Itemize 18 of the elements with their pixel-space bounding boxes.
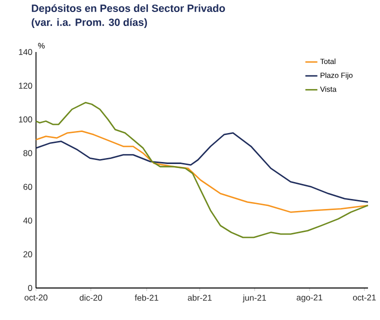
y-tick-label: 80 bbox=[23, 150, 32, 156]
x-tick-label: abr-21 bbox=[188, 294, 212, 301]
x-tick-label: jun-21 bbox=[242, 294, 266, 302]
y-tick-label: 60 bbox=[24, 184, 32, 190]
chart-subtitle: (var. i.a. Prom. 30 días) bbox=[32, 18, 147, 28]
y-tick-label: 100 bbox=[18, 116, 32, 122]
y-tick-label: 20 bbox=[23, 251, 32, 258]
y-tick-label: 0 bbox=[28, 285, 32, 291]
x-tick-label: oct-21 bbox=[353, 294, 376, 301]
y-tick-label: 40 bbox=[23, 218, 32, 224]
y-tick-label: 120 bbox=[18, 82, 32, 89]
y-tick-label: 140 bbox=[18, 49, 32, 55]
chart-title: Depósitos en Pesos del Sector Privado bbox=[32, 4, 225, 14]
line-series bbox=[35, 102, 369, 238]
x-tick-label: dic-20 bbox=[80, 294, 102, 301]
x-tick-label: oct-20 bbox=[24, 294, 48, 301]
x-tick-label: ago-21 bbox=[296, 294, 322, 302]
x-tick-label: feb-21 bbox=[134, 294, 158, 301]
